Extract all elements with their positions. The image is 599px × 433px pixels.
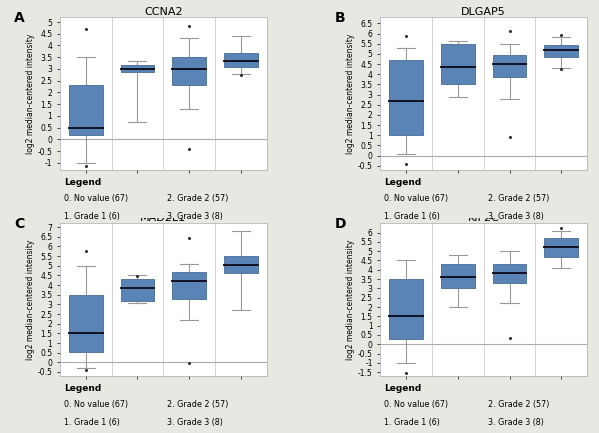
Text: 1. Grade 1 (6): 1. Grade 1 (6): [64, 212, 120, 221]
Text: C: C: [14, 217, 25, 231]
Text: 2. Grade 2 (57): 2. Grade 2 (57): [167, 194, 229, 204]
Text: 3. Grade 3 (8): 3. Grade 3 (8): [488, 212, 544, 221]
Bar: [173, 271, 206, 299]
Text: 1. Grade 1 (6): 1. Grade 1 (6): [64, 418, 120, 427]
Bar: [120, 65, 154, 72]
Bar: [493, 55, 527, 78]
Title: MAD2L1: MAD2L1: [140, 213, 186, 223]
Bar: [389, 60, 423, 135]
Text: A: A: [14, 11, 25, 25]
Text: 0. No value (67): 0. No value (67): [385, 401, 449, 409]
Text: 1. Grade 1 (6): 1. Grade 1 (6): [385, 418, 440, 427]
Bar: [441, 44, 474, 84]
Text: Legend: Legend: [64, 384, 101, 393]
Text: Legend: Legend: [64, 178, 101, 187]
Text: 0. No value (67): 0. No value (67): [64, 194, 128, 204]
Bar: [173, 57, 206, 85]
Title: KIF2C: KIF2C: [468, 213, 500, 223]
Bar: [544, 45, 578, 57]
Bar: [493, 264, 527, 283]
Title: DLGAP5: DLGAP5: [461, 6, 506, 16]
Text: 2. Grade 2 (57): 2. Grade 2 (57): [488, 401, 549, 409]
Text: 2. Grade 2 (57): 2. Grade 2 (57): [167, 401, 229, 409]
Bar: [544, 238, 578, 257]
Text: 3. Grade 3 (8): 3. Grade 3 (8): [167, 212, 223, 221]
Bar: [120, 279, 154, 301]
Text: 1. Grade 1 (6): 1. Grade 1 (6): [385, 212, 440, 221]
Bar: [441, 264, 474, 288]
Title: CCNA2: CCNA2: [144, 6, 183, 16]
Text: 3. Grade 3 (8): 3. Grade 3 (8): [488, 418, 544, 427]
Bar: [224, 256, 258, 274]
Text: B: B: [335, 11, 346, 25]
Bar: [69, 85, 102, 135]
Text: D: D: [335, 217, 346, 231]
Y-axis label: log2 median-centered intensity: log2 median-centered intensity: [346, 239, 355, 360]
Text: 2. Grade 2 (57): 2. Grade 2 (57): [488, 194, 549, 204]
Y-axis label: log2 median-centered intensity: log2 median-centered intensity: [346, 33, 355, 154]
Text: 0. No value (67): 0. No value (67): [385, 194, 449, 204]
Y-axis label: log2 median-centered intensity: log2 median-centered intensity: [26, 239, 35, 360]
Y-axis label: log2 median-centered intensity: log2 median-centered intensity: [26, 33, 35, 154]
Bar: [69, 295, 102, 352]
Bar: [389, 279, 423, 339]
Text: Legend: Legend: [385, 178, 422, 187]
Text: 0. No value (67): 0. No value (67): [64, 401, 128, 409]
Text: Legend: Legend: [385, 384, 422, 393]
Bar: [224, 52, 258, 67]
Text: 3. Grade 3 (8): 3. Grade 3 (8): [167, 418, 223, 427]
